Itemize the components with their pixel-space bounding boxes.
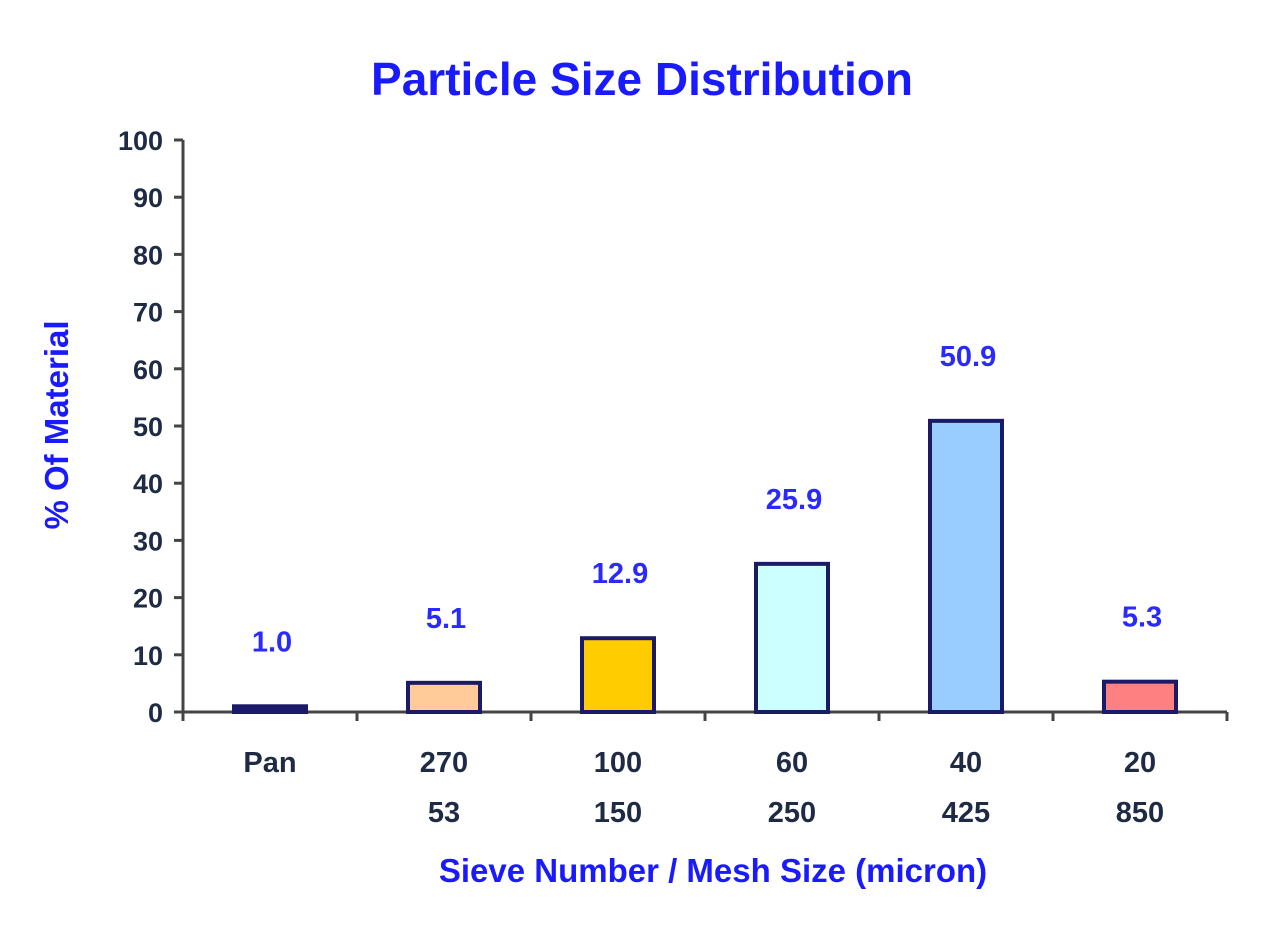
y-tick-label: 70: [133, 298, 163, 328]
x-tick-label-mesh: 250: [768, 797, 816, 829]
x-tick-label-sieve: Pan: [243, 747, 296, 779]
bar-60: [754, 561, 830, 714]
data-label: 1.0: [252, 626, 292, 658]
y-tick-label: 40: [133, 469, 163, 499]
x-ticks: [181, 712, 1229, 721]
bar-100: [580, 636, 656, 714]
x-axis-label: Sieve Number / Mesh Size (micron): [439, 852, 987, 889]
y-tick-label: 20: [133, 584, 163, 614]
x-tick-label-mesh: 150: [594, 797, 642, 829]
x-tick-labels: Pan 270 53 100 150 60 250 40 425 20 850: [243, 747, 1164, 829]
y-tick-label: 10: [133, 641, 163, 671]
chart-title: Particle Size Distribution: [371, 53, 913, 105]
y-tick-label: 30: [133, 526, 163, 556]
y-ticks: 0 10 20 30 40 50 60 70 80 90 100: [118, 126, 183, 728]
data-label: 25.9: [766, 484, 822, 516]
x-tick-label-sieve: 60: [776, 747, 808, 779]
bar-pan: [232, 704, 308, 715]
y-tick-label: 90: [133, 183, 163, 213]
y-tick-label: 60: [133, 355, 163, 385]
bar-270: [406, 680, 482, 715]
y-tick-label: 0: [148, 698, 163, 728]
x-tick-label-sieve: 20: [1124, 747, 1156, 779]
data-label: 12.9: [592, 558, 648, 590]
y-axis-label: % Of Material: [38, 320, 75, 529]
x-tick-label-sieve: 100: [594, 747, 642, 779]
x-tick-label-sieve: 40: [950, 747, 982, 779]
data-label: 50.9: [940, 341, 996, 373]
data-label: 5.3: [1122, 602, 1162, 634]
x-tick-label-mesh: 425: [942, 797, 990, 829]
bar-20: [1102, 679, 1178, 715]
bars: [232, 418, 1178, 715]
bar-40: [928, 418, 1004, 714]
y-tick-label: 50: [133, 412, 163, 442]
data-labels: 1.0 5.1 12.9 25.9 50.9 5.3: [252, 341, 1162, 658]
y-tick-label: 80: [133, 240, 163, 270]
y-tick-label: 100: [118, 126, 163, 156]
x-tick-label-mesh: 850: [1116, 797, 1164, 829]
data-label: 5.1: [426, 603, 466, 635]
x-tick-label-mesh: 53: [428, 797, 460, 829]
x-tick-label-sieve: 270: [420, 747, 468, 779]
